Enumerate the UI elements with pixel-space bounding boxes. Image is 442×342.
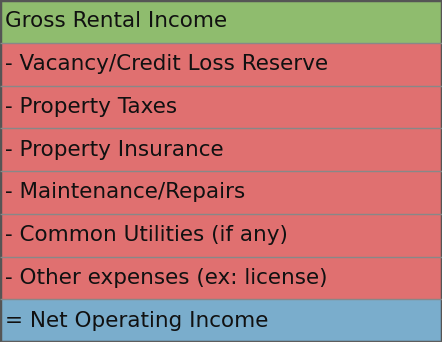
Bar bbox=[0, 171, 442, 214]
Bar bbox=[0, 0, 442, 43]
Text: - Other expenses (ex: license): - Other expenses (ex: license) bbox=[5, 268, 328, 288]
Text: = Net Operating Income: = Net Operating Income bbox=[5, 311, 269, 331]
Text: - Vacancy/Credit Loss Reserve: - Vacancy/Credit Loss Reserve bbox=[5, 54, 328, 74]
Text: - Property Taxes: - Property Taxes bbox=[5, 97, 177, 117]
Text: - Maintenance/Repairs: - Maintenance/Repairs bbox=[5, 182, 246, 202]
Bar bbox=[0, 256, 442, 299]
Bar bbox=[0, 86, 442, 128]
Bar bbox=[0, 128, 442, 171]
Bar bbox=[0, 214, 442, 256]
Bar bbox=[0, 299, 442, 342]
Bar bbox=[0, 43, 442, 86]
Text: Gross Rental Income: Gross Rental Income bbox=[5, 11, 228, 31]
Text: - Property Insurance: - Property Insurance bbox=[5, 140, 224, 160]
Text: - Common Utilities (if any): - Common Utilities (if any) bbox=[5, 225, 288, 245]
